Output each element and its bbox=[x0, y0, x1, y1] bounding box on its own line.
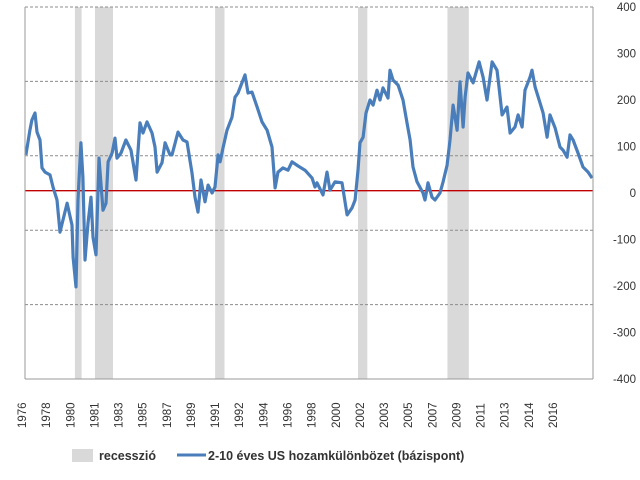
x-tick-label: 1998 bbox=[307, 402, 319, 428]
y-tick-label: 0 bbox=[630, 188, 636, 200]
spread-series-line bbox=[24, 60, 594, 289]
recession-band bbox=[447, 7, 469, 379]
x-tick-label: 1996 bbox=[283, 402, 295, 428]
y-tick-label: 200 bbox=[617, 95, 636, 107]
y-tick-label: -300 bbox=[613, 328, 636, 340]
x-axis: 1976 1978 1980 1981 1983 1985 1987 1989 1991 1992… bbox=[17, 402, 560, 428]
x-tick-label: 1976 bbox=[17, 402, 29, 428]
x-tick-label: 1978 bbox=[41, 402, 53, 428]
x-tick-label: 2009 bbox=[451, 402, 463, 428]
x-tick-label: 1981 bbox=[89, 402, 101, 428]
y-tick-label: -200 bbox=[613, 281, 636, 293]
x-tick-label: 2005 bbox=[403, 402, 415, 428]
legend-recession-label: recesszió bbox=[99, 449, 156, 463]
x-tick-label: 2014 bbox=[524, 402, 536, 428]
y-tick-label: -400 bbox=[613, 374, 636, 386]
y-tick-label: 400 bbox=[617, 2, 636, 14]
x-tick-label: 2016 bbox=[548, 402, 560, 428]
x-tick-label: 2007 bbox=[427, 402, 439, 428]
x-tick-label: 2003 bbox=[379, 402, 391, 428]
x-tick-label: 1983 bbox=[114, 402, 126, 428]
legend-recession-swatch bbox=[72, 449, 93, 462]
recession-band bbox=[94, 7, 113, 379]
x-tick-label: 1992 bbox=[234, 402, 246, 428]
y-axis-right: 400 300 200 100 0 -100 -200 -300 -400 bbox=[613, 2, 636, 386]
x-tick-label: 1987 bbox=[162, 402, 174, 428]
x-tick-label: 2000 bbox=[331, 402, 343, 428]
y-tick-label: 100 bbox=[617, 142, 636, 154]
plot-frame bbox=[24, 7, 594, 380]
y-tick-label: -100 bbox=[613, 235, 636, 247]
recession-band bbox=[215, 7, 225, 379]
x-tick-label: 2002 bbox=[355, 402, 367, 428]
x-tick-label: 2013 bbox=[500, 402, 512, 428]
x-tick-label: 1980 bbox=[65, 402, 77, 428]
x-tick-label: 1991 bbox=[210, 402, 222, 428]
x-tick-label: 1989 bbox=[186, 402, 198, 428]
y-tick-label: 300 bbox=[617, 49, 636, 61]
legend: recesszió 2-10 éves US hozamkülönbözet (… bbox=[72, 449, 464, 463]
x-tick-label: 2011 bbox=[476, 403, 488, 428]
legend-spread-label: 2-10 éves US hozamkülönbözet (bázispont) bbox=[208, 449, 464, 463]
x-tick-label: 1994 bbox=[258, 402, 270, 428]
recession-bands bbox=[74, 7, 469, 379]
x-tick-label: 1985 bbox=[138, 402, 150, 428]
recession-band bbox=[358, 7, 368, 379]
